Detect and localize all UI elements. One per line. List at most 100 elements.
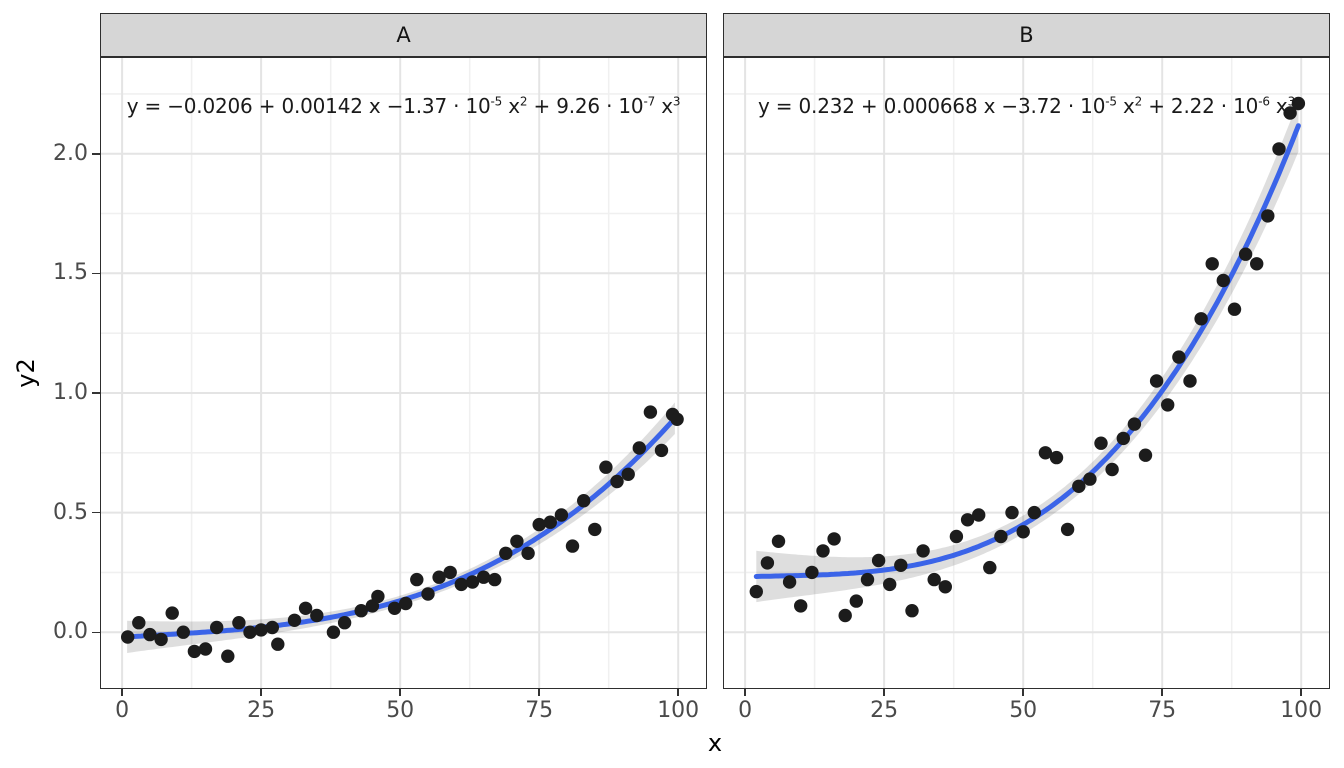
y-tick-label: 2.0 [53, 140, 88, 166]
data-point [749, 584, 763, 599]
data-point [476, 570, 491, 584]
y-axis-tick [92, 511, 100, 514]
regression-equation-a: y = −0.0206 + 0.00142 x −1.37 · 10-5 x2 … [126, 94, 681, 118]
facet-strip-b-label: B [1019, 23, 1034, 47]
data-point [1005, 505, 1019, 520]
y-axis-tick [92, 272, 100, 275]
regression-equation-b: y = 0.232 + 0.000668 x −3.72 · 10-5 x2 +… [758, 94, 1295, 118]
data-point [132, 616, 146, 630]
x-tick-label: 50 [386, 698, 415, 723]
data-point [532, 517, 546, 532]
data-point [1127, 417, 1142, 431]
data-point [654, 443, 669, 458]
x-axis-tick [538, 689, 540, 696]
data-point [232, 616, 246, 630]
facet-strip-a-label: A [396, 23, 411, 47]
data-point [326, 625, 341, 639]
x-tick-label: 25 [870, 698, 899, 723]
x-tick-label: 50 [1009, 698, 1038, 723]
data-point [610, 474, 624, 489]
data-point [905, 604, 919, 618]
data-point [354, 604, 368, 618]
data-point [1205, 257, 1219, 271]
data-point [871, 553, 886, 568]
y-axis-tick [92, 392, 100, 394]
data-point [1183, 374, 1197, 388]
data-point [916, 544, 930, 558]
data-point [371, 589, 385, 604]
data-point [298, 601, 313, 615]
y-tick-label: 1.5 [53, 260, 88, 286]
x-axis-tick [399, 689, 401, 696]
data-point [1116, 431, 1130, 446]
data-point [794, 599, 808, 613]
data-point [399, 596, 413, 611]
x-axis-tick [744, 689, 746, 696]
data-point [883, 577, 897, 592]
x-tick-label: 100 [1280, 698, 1323, 723]
data-point [499, 546, 513, 560]
facet-strip-b: B [723, 13, 1330, 57]
data-point [510, 534, 524, 548]
facet-panel-a: y = −0.0206 + 0.00142 x −1.37 · 10-5 x2 … [100, 57, 707, 689]
data-point [588, 522, 602, 537]
data-point [1250, 257, 1264, 271]
y-axis-tick [92, 153, 100, 155]
data-point [894, 558, 908, 572]
data-point [771, 534, 786, 548]
data-point [443, 565, 457, 580]
data-point [782, 575, 797, 589]
data-point [243, 625, 257, 639]
data-point [1038, 446, 1053, 460]
x-axis-tick [677, 689, 679, 696]
data-point [1027, 505, 1041, 520]
data-point [938, 580, 952, 594]
data-point [577, 494, 591, 508]
data-point [1261, 209, 1275, 223]
data-point [1291, 96, 1306, 111]
data-point [1138, 448, 1153, 462]
data-point [1060, 522, 1075, 537]
x-axis-tick [1300, 689, 1302, 696]
data-point [521, 546, 535, 560]
data-point [1172, 350, 1186, 364]
data-point [176, 625, 190, 639]
data-point [154, 632, 168, 647]
data-point [927, 572, 941, 587]
x-tick-label: 0 [738, 698, 753, 723]
data-point [670, 412, 684, 426]
data-point [949, 529, 964, 544]
data-point [488, 572, 502, 587]
x-tick-label: 75 [525, 698, 554, 723]
facet-strip-a: A [100, 13, 707, 57]
data-point [1049, 450, 1064, 465]
data-point [1194, 312, 1208, 326]
data-point [387, 601, 402, 615]
data-point [1083, 472, 1097, 486]
x-axis-tick [883, 689, 885, 696]
data-point [543, 515, 557, 529]
data-point [210, 620, 224, 635]
y-axis-tick [92, 631, 100, 633]
data-point [1283, 106, 1297, 120]
scatter-plot-b [724, 58, 1329, 688]
data-point [465, 575, 480, 589]
scatter-plot-a [101, 58, 706, 688]
data-point [1161, 398, 1175, 412]
data-point [599, 460, 613, 474]
y-tick-label: 0.0 [53, 619, 88, 645]
data-point [816, 544, 830, 558]
data-point [1072, 479, 1086, 493]
y-tick-label: 1.0 [53, 380, 88, 405]
data-point [760, 556, 775, 570]
data-point [994, 529, 1008, 544]
data-point [972, 508, 986, 522]
data-point [838, 608, 852, 623]
data-point [1272, 142, 1286, 156]
x-tick-label: 0 [115, 698, 130, 723]
data-point [143, 627, 157, 642]
data-point [1094, 436, 1108, 450]
x-axis-tick [1022, 689, 1024, 696]
x-axis-tick [1161, 689, 1163, 696]
data-point [265, 620, 279, 635]
